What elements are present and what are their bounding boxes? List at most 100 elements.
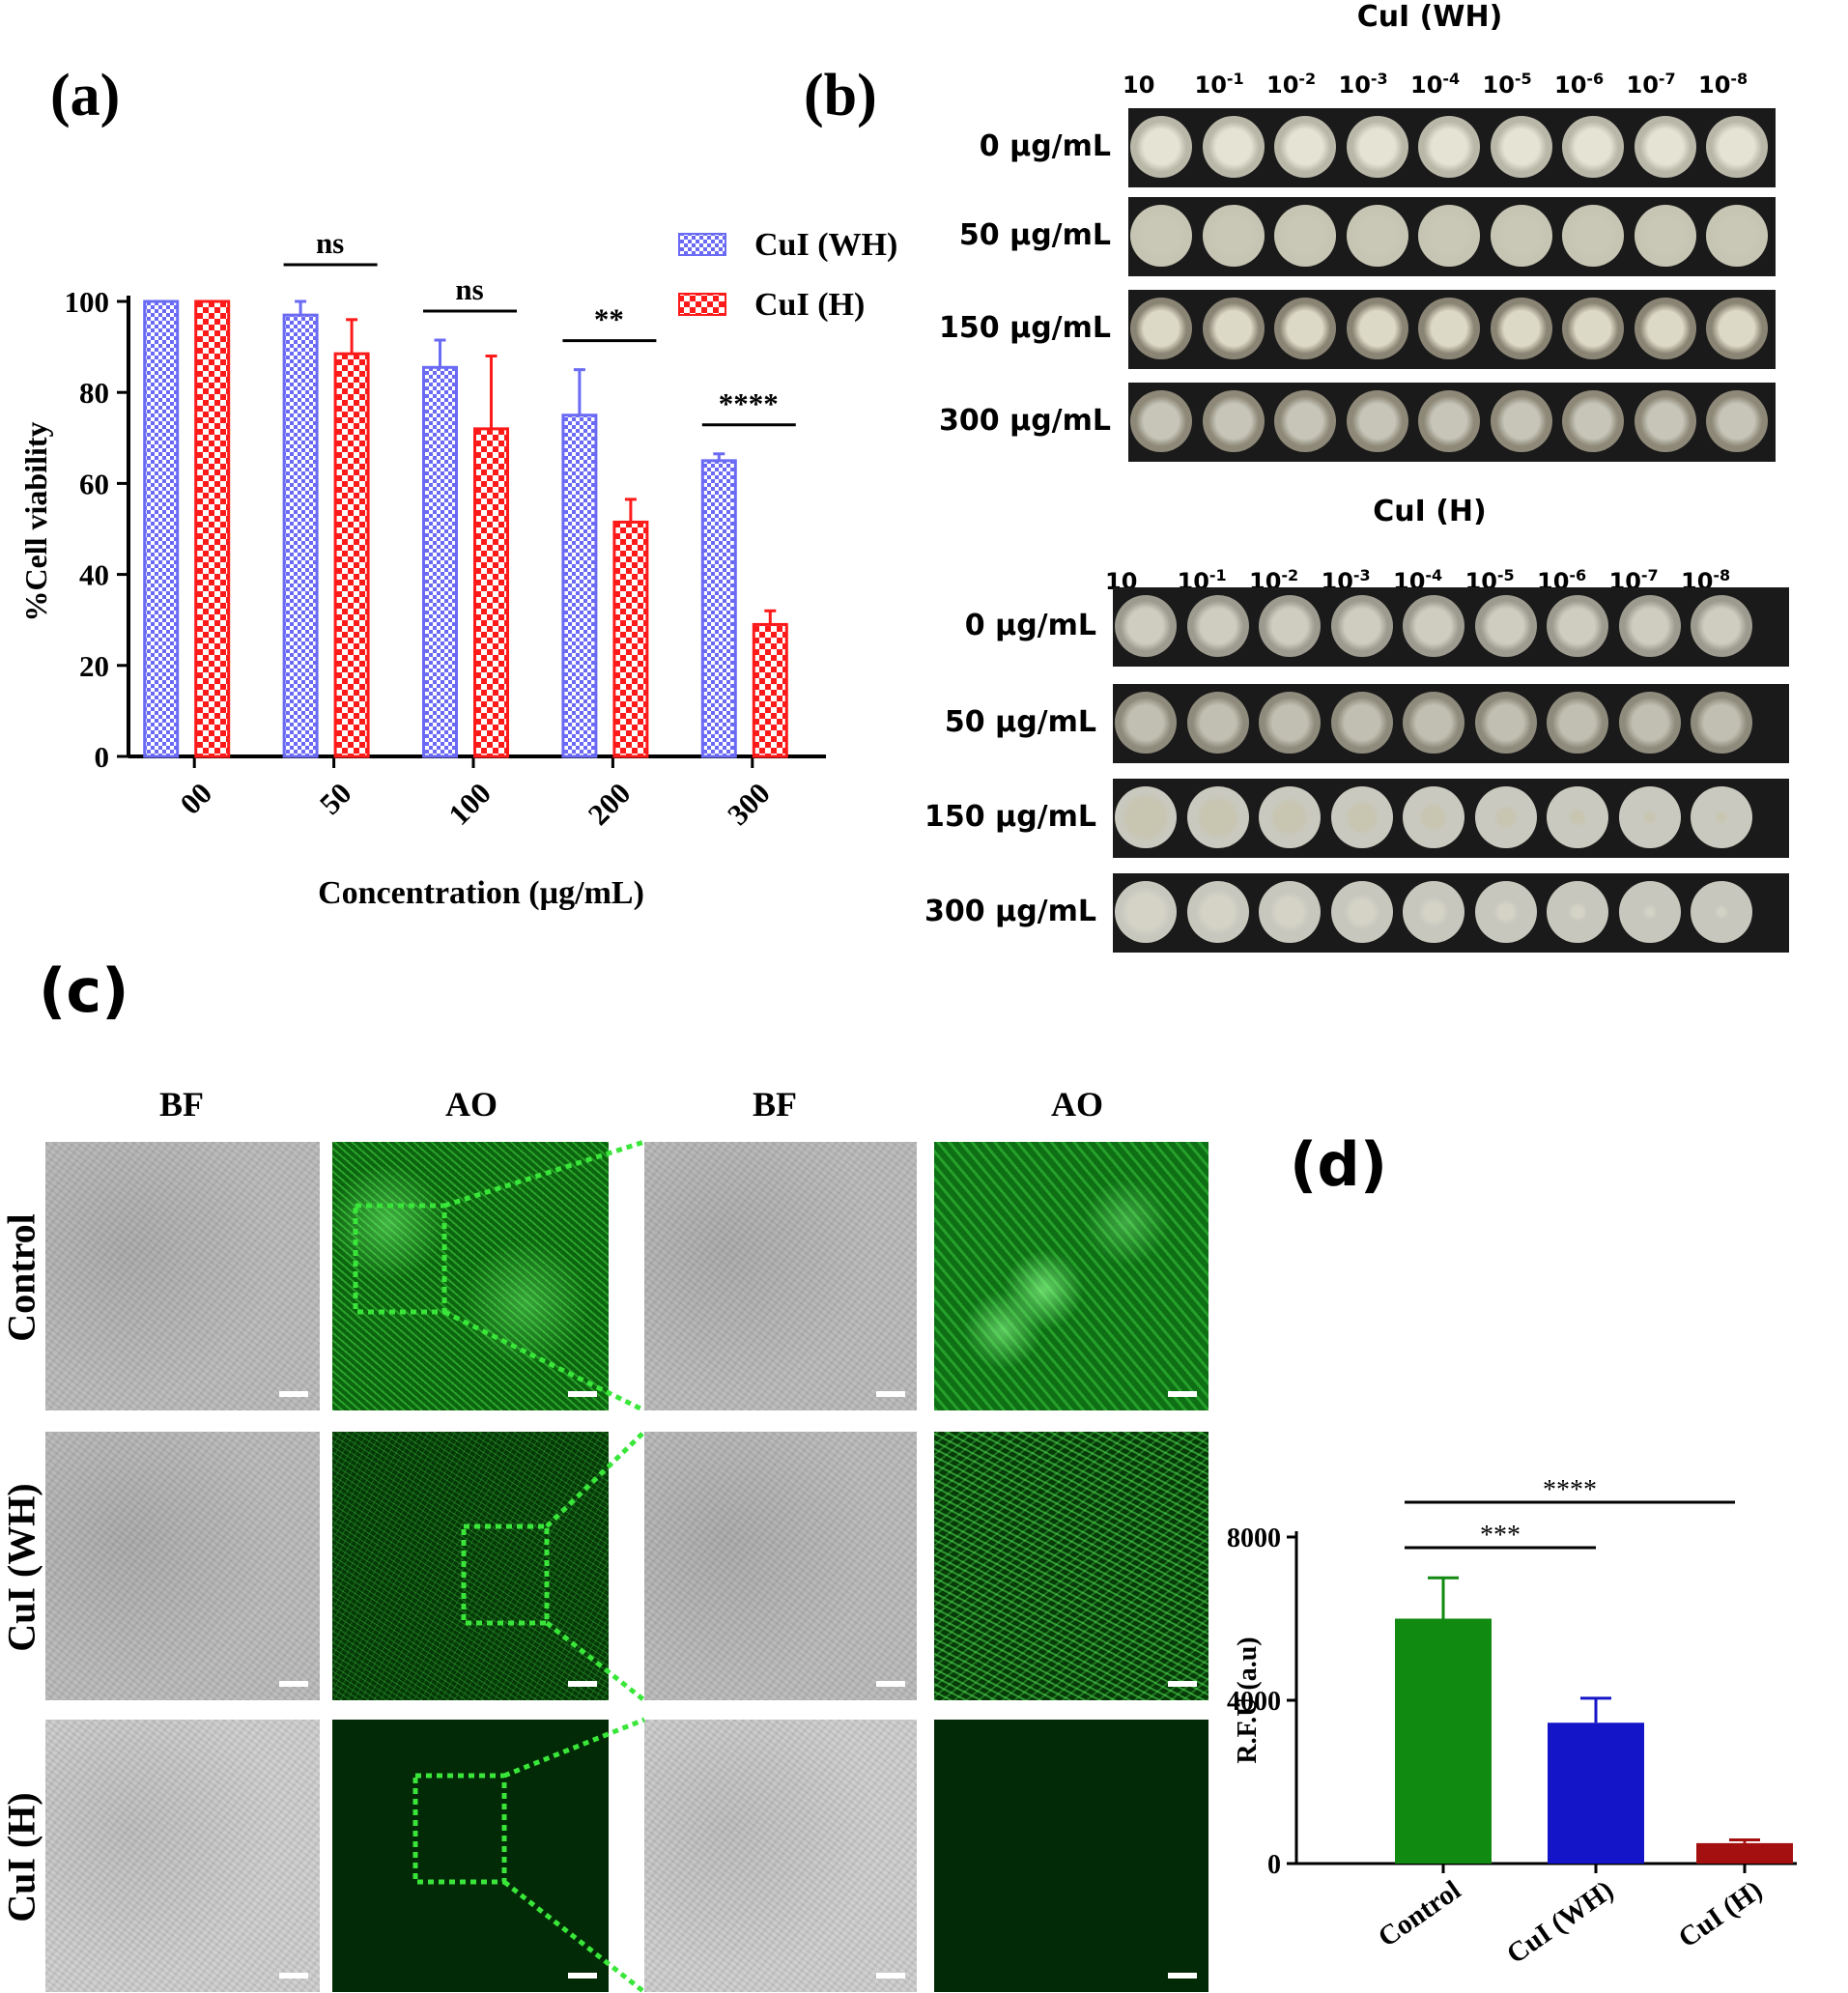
spot-well xyxy=(1130,390,1192,452)
plate-title: CuI (WH) xyxy=(1356,0,1503,34)
scale-bar xyxy=(876,1681,905,1687)
spot-well xyxy=(1403,692,1464,754)
spot-well xyxy=(1202,205,1265,267)
y-tick-label: 8000 xyxy=(1227,1523,1281,1553)
micrograph-ao xyxy=(332,1432,609,1700)
microscopy-column-label: AO xyxy=(445,1085,498,1124)
panel-label-a: (a) xyxy=(50,63,121,128)
bar-wh xyxy=(700,459,737,758)
bar-h xyxy=(752,622,788,758)
spot-well xyxy=(1186,595,1249,657)
spot-well xyxy=(1403,595,1464,657)
spot-well xyxy=(1186,692,1249,754)
spot-well xyxy=(1634,390,1696,452)
dilution-exponent: -8 xyxy=(1730,70,1748,88)
spot-well xyxy=(1474,692,1537,754)
spot-well xyxy=(1274,205,1336,267)
spot-well xyxy=(1618,595,1681,657)
spot-well xyxy=(1274,116,1336,178)
dilution-header: 10-7 xyxy=(1627,70,1704,99)
plate-title: CuI (H) xyxy=(1373,495,1487,528)
micrograph-ao xyxy=(332,1142,609,1410)
significance-label: ns xyxy=(316,226,344,260)
spot-well xyxy=(1474,595,1537,657)
micrograph-bf xyxy=(644,1142,917,1410)
micrograph-ao xyxy=(934,1432,1208,1700)
spot-well xyxy=(1330,595,1393,657)
y-axis-label: %Cell viability xyxy=(18,421,53,621)
legend-label: CuI (WH) xyxy=(754,227,897,263)
bar xyxy=(1548,1723,1644,1864)
dilution-header: 10-2 xyxy=(1266,70,1344,99)
dilution-base: 10 xyxy=(1338,71,1371,99)
chart-a-cell-viability: 0 20 40 60 80 100 %Cell viability Concentration… xyxy=(18,226,897,911)
spot-well xyxy=(1418,390,1480,452)
spot-well xyxy=(1706,116,1768,178)
concentration-label: 300 µg/mL xyxy=(939,404,1111,438)
concentration-label: 50 µg/mL xyxy=(958,218,1111,252)
x-tick-label: CuI (WH) xyxy=(1501,1875,1619,1971)
spot-well xyxy=(1403,881,1464,943)
micrograph-bf xyxy=(45,1720,320,1992)
scale-bar xyxy=(279,1973,308,1979)
x-tick-label: Control xyxy=(1373,1875,1466,1953)
spot-well xyxy=(1330,881,1393,943)
spot-well xyxy=(1634,298,1696,359)
spot-well xyxy=(1418,205,1480,267)
spot-well xyxy=(1346,116,1408,178)
dilution-exponent: -7 xyxy=(1640,566,1659,584)
dilution-exponent: -2 xyxy=(1298,70,1317,88)
plate-strip xyxy=(1128,383,1776,462)
dilution-exponent: -1 xyxy=(1208,566,1227,584)
dilution-base: 10 xyxy=(1626,71,1659,99)
scale-bar xyxy=(876,1391,905,1397)
chart-d-rfu: 0 4000 8000 R.F.U (a.u) Control CuI (WH) CuI (… xyxy=(1227,1475,1797,1971)
bar-h xyxy=(194,299,231,758)
spot-well xyxy=(1259,595,1321,657)
dilution-header: 10-5 xyxy=(1483,70,1560,99)
spot-well xyxy=(1259,881,1321,943)
plate-strip xyxy=(1113,873,1789,953)
spot-well xyxy=(1259,692,1321,754)
dilution-exponent: -7 xyxy=(1658,70,1676,88)
dilution-header: 10-1 xyxy=(1195,70,1272,99)
scale-bar xyxy=(1168,1973,1197,1979)
spot-well xyxy=(1562,205,1624,267)
x-tick-label: 200 xyxy=(582,776,638,832)
spot-well xyxy=(1618,692,1681,754)
scale-bar xyxy=(568,1681,597,1687)
dilution-base: 10 xyxy=(1482,71,1515,99)
legend-swatch xyxy=(678,293,726,316)
scale-bar xyxy=(876,1973,905,1979)
spot-well xyxy=(1474,786,1537,848)
spot-well xyxy=(1115,786,1177,848)
spot-well xyxy=(1562,390,1624,452)
spot-well xyxy=(1346,390,1408,452)
x-tick-label: 50 xyxy=(313,776,358,821)
spot-well xyxy=(1186,881,1249,943)
spot-well xyxy=(1130,205,1192,267)
microscopy-column-label: BF xyxy=(158,1085,204,1124)
spot-well xyxy=(1490,205,1552,267)
micrograph-bf xyxy=(45,1432,320,1700)
significance-label: **** xyxy=(1543,1475,1597,1505)
spot-well xyxy=(1259,786,1321,848)
spot-well xyxy=(1634,205,1696,267)
dilution-exponent: -6 xyxy=(1586,70,1605,88)
bar-wh xyxy=(282,313,319,758)
bar xyxy=(1395,1618,1492,1864)
spot-well xyxy=(1115,595,1177,657)
y-tick-label: 20 xyxy=(79,649,109,683)
spot-well xyxy=(1618,786,1681,848)
micrograph-bf xyxy=(644,1720,917,1992)
bar xyxy=(1696,1842,1793,1864)
spot-well xyxy=(1130,116,1192,178)
y-tick-label: 100 xyxy=(65,285,110,319)
panel-label-b: (b) xyxy=(804,63,877,128)
spot-well xyxy=(1547,786,1608,848)
spot-well xyxy=(1418,298,1480,359)
spot-well xyxy=(1474,881,1537,943)
y-tick-label: 40 xyxy=(79,558,109,592)
concentration-label: 0 µg/mL xyxy=(964,609,1096,642)
